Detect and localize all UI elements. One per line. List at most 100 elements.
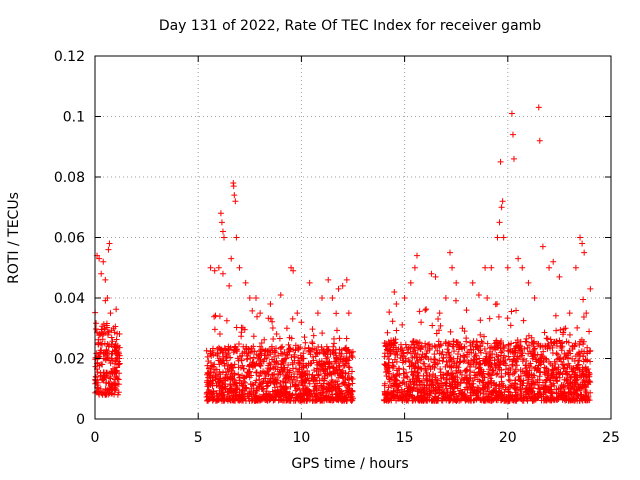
data-point bbox=[284, 393, 291, 400]
data-point bbox=[465, 397, 472, 404]
data-point bbox=[481, 333, 488, 340]
data-point bbox=[382, 361, 389, 368]
data-point bbox=[225, 343, 232, 350]
data-point bbox=[221, 394, 228, 401]
data-point bbox=[487, 354, 494, 361]
data-point bbox=[532, 364, 539, 371]
data-point bbox=[417, 386, 424, 393]
data-point bbox=[571, 358, 578, 365]
data-point bbox=[107, 360, 114, 367]
data-point-outlier bbox=[111, 343, 118, 350]
data-point bbox=[424, 348, 431, 355]
data-point bbox=[235, 364, 242, 371]
data-point bbox=[587, 358, 594, 365]
data-point bbox=[404, 374, 411, 381]
data-point bbox=[344, 384, 351, 391]
data-point bbox=[434, 360, 441, 367]
data-point bbox=[320, 347, 327, 354]
data-point bbox=[225, 388, 232, 395]
data-point bbox=[323, 343, 330, 350]
data-point bbox=[294, 393, 301, 400]
data-point-outlier bbox=[546, 264, 553, 271]
data-point bbox=[443, 385, 450, 392]
data-point bbox=[396, 372, 403, 379]
data-point bbox=[427, 390, 434, 397]
data-point bbox=[486, 357, 493, 364]
data-point bbox=[266, 347, 273, 354]
data-point bbox=[494, 394, 501, 401]
data-point bbox=[231, 370, 238, 377]
data-point bbox=[318, 362, 325, 369]
data-point bbox=[472, 372, 479, 379]
data-point bbox=[557, 354, 564, 361]
data-point bbox=[116, 344, 123, 351]
data-point bbox=[319, 397, 326, 404]
x-tick-label: 15 bbox=[396, 430, 414, 446]
data-point bbox=[324, 354, 331, 361]
data-point bbox=[214, 352, 221, 359]
data-point-outlier bbox=[108, 355, 115, 362]
data-point bbox=[402, 341, 409, 348]
data-point bbox=[115, 389, 122, 396]
data-point bbox=[522, 391, 529, 398]
data-point bbox=[478, 366, 485, 373]
data-point bbox=[317, 389, 324, 396]
data-point bbox=[573, 391, 580, 398]
data-point bbox=[547, 393, 554, 400]
data-point-outlier bbox=[233, 234, 240, 241]
data-point-outlier bbox=[436, 310, 443, 317]
data-point bbox=[409, 397, 416, 404]
data-point-outlier bbox=[207, 264, 214, 271]
data-point bbox=[513, 362, 520, 369]
data-point bbox=[271, 371, 278, 378]
data-point bbox=[438, 397, 445, 404]
data-point bbox=[576, 341, 583, 348]
data-point bbox=[295, 345, 302, 352]
data-point bbox=[400, 379, 407, 386]
data-point bbox=[345, 370, 352, 377]
data-point bbox=[416, 377, 423, 384]
data-point bbox=[93, 320, 100, 327]
data-point bbox=[500, 341, 507, 348]
data-point bbox=[209, 397, 216, 404]
data-point bbox=[207, 381, 214, 388]
data-point bbox=[113, 306, 120, 313]
data-point bbox=[295, 354, 302, 361]
data-point bbox=[572, 381, 579, 388]
data-point bbox=[443, 351, 450, 358]
data-point bbox=[419, 396, 426, 403]
data-point bbox=[349, 348, 356, 355]
data-point bbox=[272, 396, 279, 403]
data-point bbox=[223, 317, 230, 324]
data-point bbox=[430, 396, 437, 403]
data-point bbox=[319, 330, 326, 337]
data-point bbox=[273, 359, 280, 366]
data-point bbox=[480, 390, 487, 397]
data-point bbox=[554, 351, 561, 358]
data-point bbox=[584, 350, 591, 357]
data-point-outlier bbox=[499, 198, 506, 205]
data-point bbox=[448, 363, 455, 370]
data-point bbox=[524, 380, 531, 387]
data-point bbox=[264, 383, 271, 390]
data-point bbox=[218, 359, 225, 366]
data-point-outlier bbox=[314, 310, 321, 317]
data-point bbox=[574, 324, 581, 331]
data-point bbox=[552, 373, 559, 380]
data-point bbox=[339, 393, 346, 400]
data-point bbox=[289, 391, 296, 398]
data-point-outlier bbox=[494, 234, 501, 241]
data-point bbox=[298, 355, 305, 362]
data-point bbox=[327, 384, 334, 391]
data-point bbox=[340, 380, 347, 387]
data-point bbox=[508, 308, 515, 315]
data-point bbox=[424, 341, 431, 348]
data-point bbox=[301, 334, 308, 341]
data-point bbox=[496, 366, 503, 373]
data-point bbox=[104, 349, 111, 356]
data-point bbox=[348, 393, 355, 400]
data-point-outlier bbox=[97, 349, 104, 356]
data-point bbox=[236, 395, 243, 402]
data-point bbox=[254, 355, 261, 362]
data-point bbox=[492, 362, 499, 369]
